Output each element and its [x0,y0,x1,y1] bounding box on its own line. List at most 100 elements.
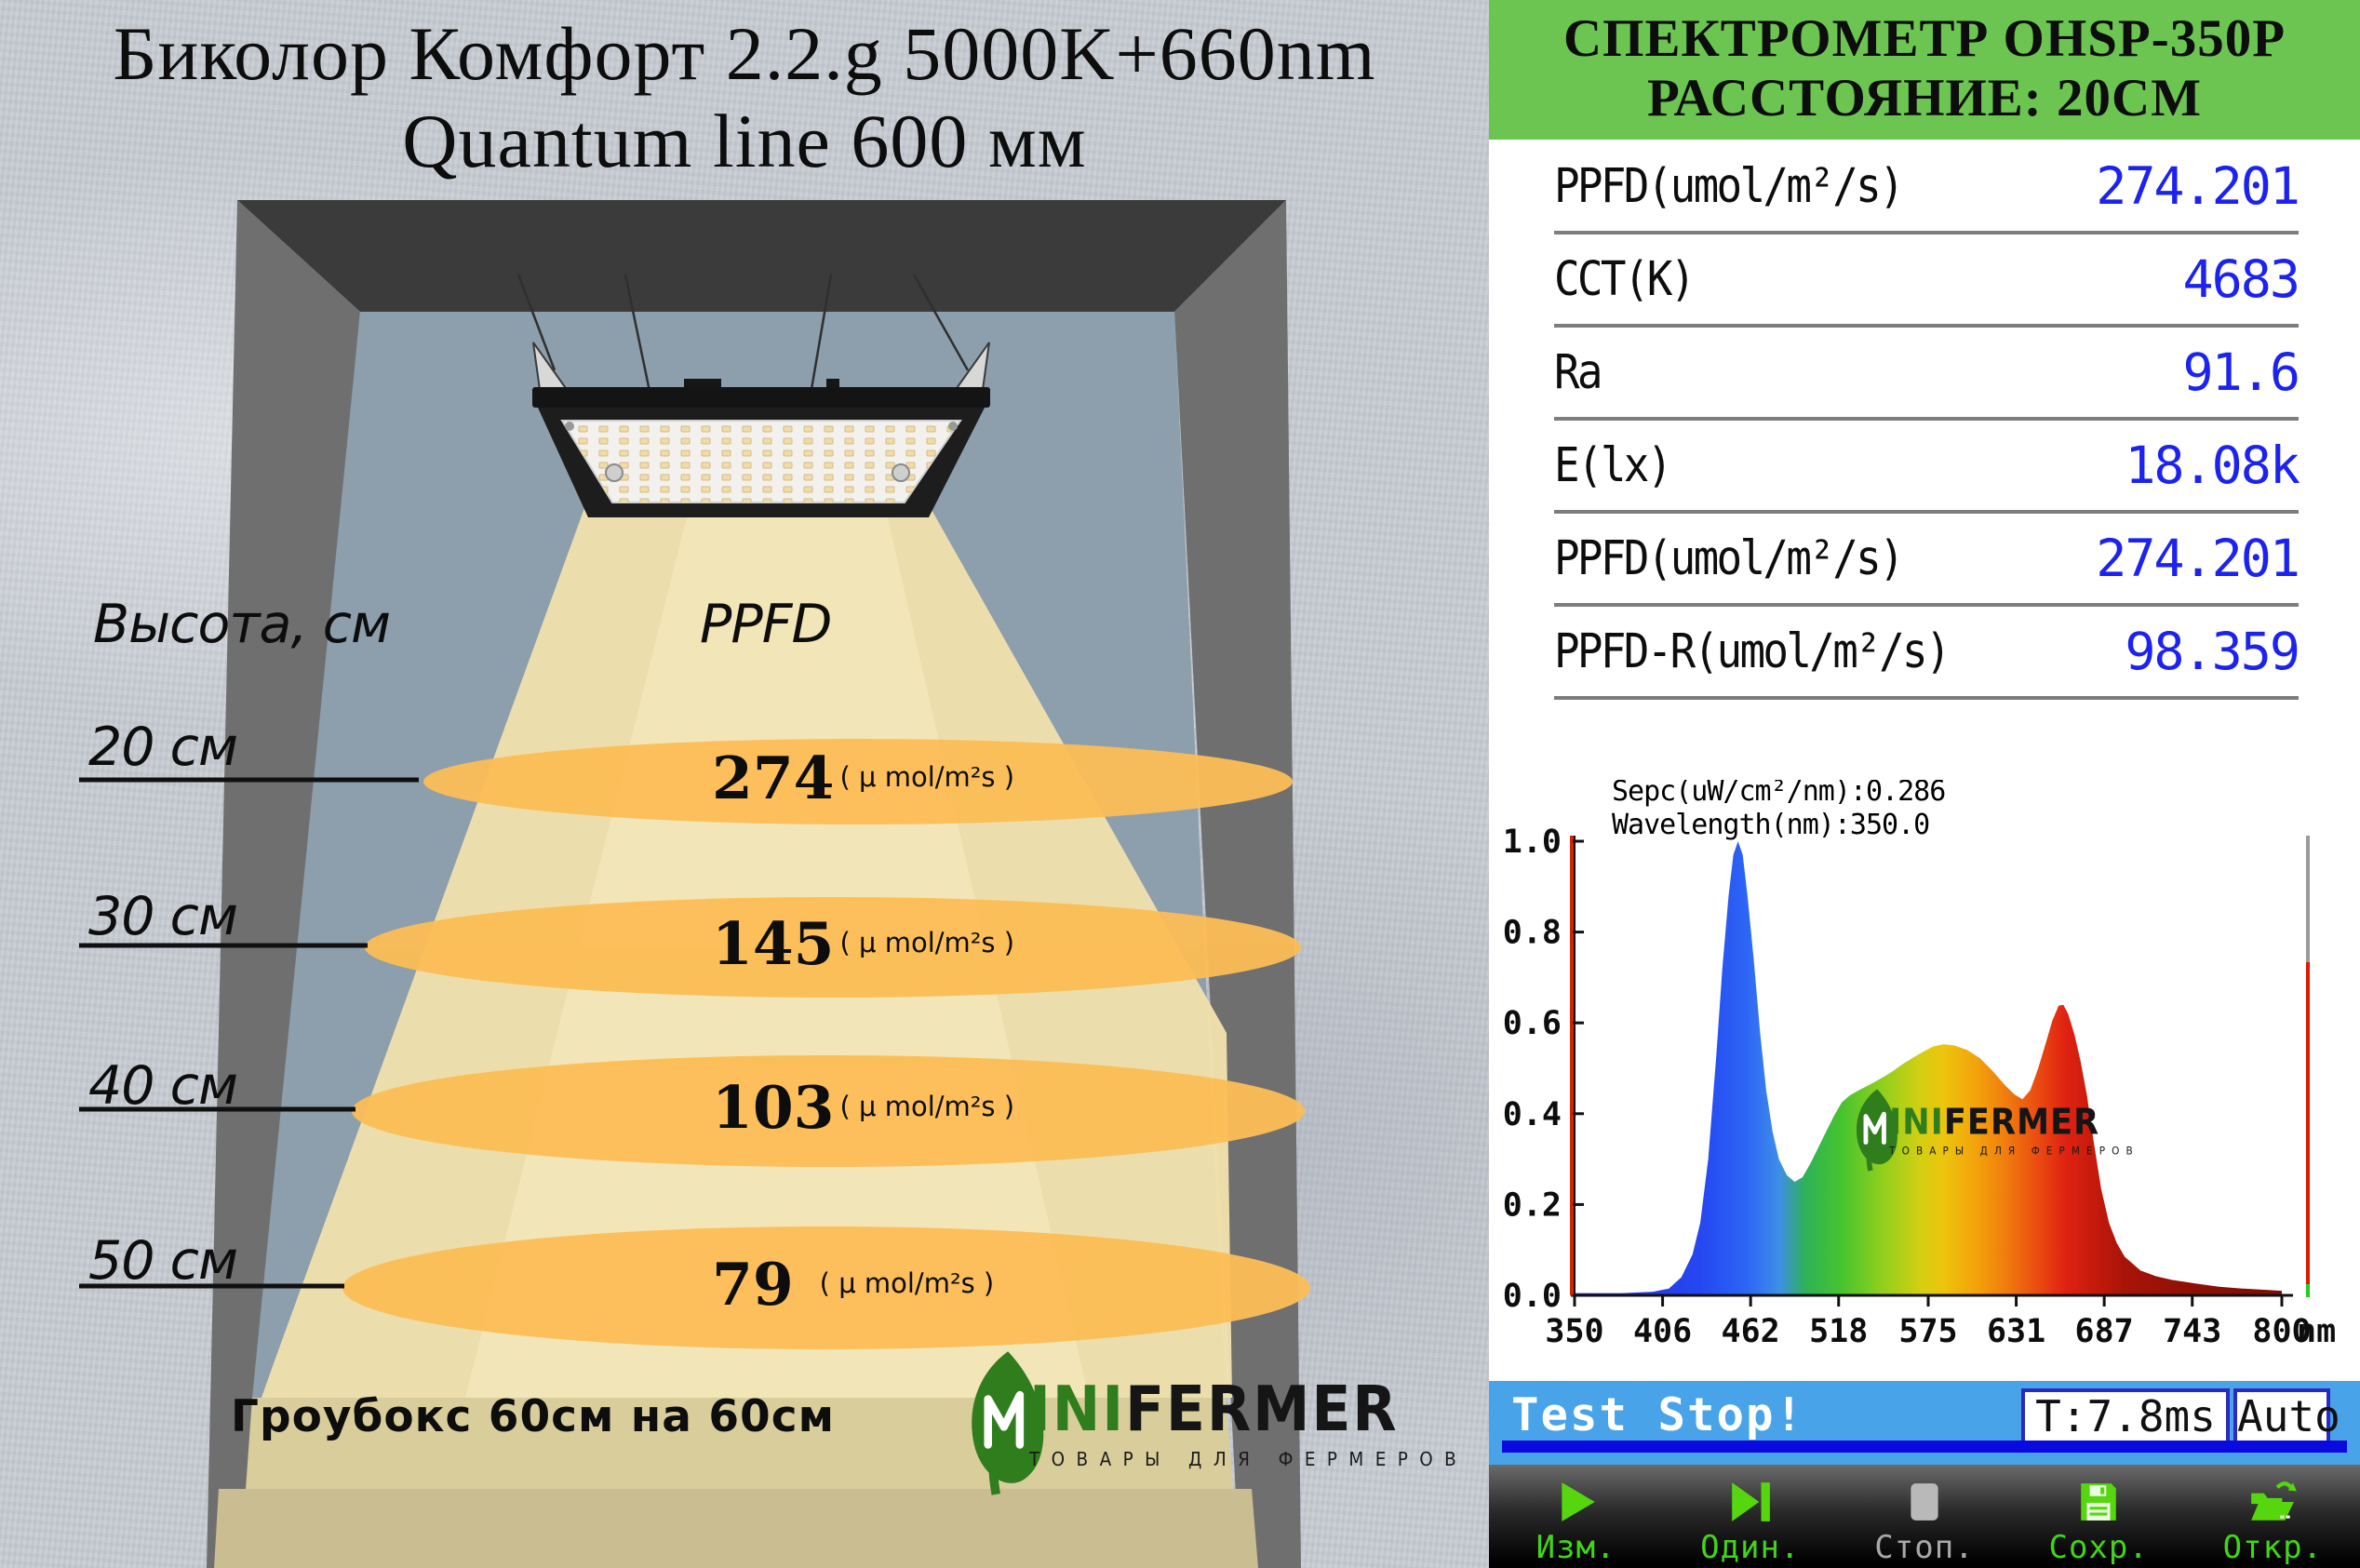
board-screw [892,463,910,482]
tool-label: Откр. [2222,1529,2324,1566]
reading-value: 274.201 [2096,529,2300,588]
ppfd-value-30cm: 145 [712,909,835,978]
status-text: Test Stop! [1511,1388,1805,1441]
ppfd-value-row: 103 ( μ mol/m²s ) [712,1073,1015,1142]
stop-button[interactable]: Стоп. [1838,1479,2011,1568]
ppfd-ellipses [342,739,1310,1349]
ppfd-unit-30cm: ( μ mol/m²s ) [839,927,1015,958]
hanging-wires [516,274,970,401]
ppfd-unit-40cm: ( μ mol/m²s ) [839,1091,1015,1122]
save-button[interactable]: Сохр. [2012,1479,2185,1568]
svg-text:462: 462 [1722,1313,1780,1350]
svg-text:1.0: 1.0 [1503,824,1562,861]
svg-text:0.6: 0.6 [1503,1005,1562,1042]
svg-text:743: 743 [2163,1313,2221,1350]
logo-fermer: FERMER [1943,1101,2100,1143]
reading-label: PPFD(umol/m²/s) [1554,158,1905,214]
svg-text:518: 518 [1809,1313,1868,1350]
spectrum-chart: Sepc(uW/cm²/nm):0.286 Wavelength(nm):350… [1503,780,2336,1350]
height-column-header: Высота, см [93,594,391,655]
reading-value: 18.08k [2125,436,2300,495]
reading-label: PPFD(umol/m²/s) [1554,530,1905,586]
tool-label: Один. [1700,1529,1801,1566]
integration-time-field[interactable]: T:7.8ms [2021,1388,2230,1446]
wavelength-annotation: Wavelength(nm):350.0 [1612,809,1929,841]
box-ceiling [237,200,1286,312]
readings-table: PPFD(umol/m²/s) 274.201 CCT(K) 4683 Ra 9… [1554,141,2300,700]
minifermer-logo: INIFERMER ТОВАРЫ ДЛЯ ФЕРМЕРОВ [960,1347,1506,1496]
ppfd-value-row: 274 ( μ mol/m²s ) [712,744,1014,812]
growbox-illustration [79,200,1310,1568]
play-icon [1561,1482,1595,1521]
spectrometer-header: СПЕКТРОМЕТР OHSP-350P РАССТОЯНИЕ: 20СМ [1489,0,2360,140]
spectrometer-panel: СПЕКТРОМЕТР OHSP-350P РАССТОЯНИЕ: 20СМ P… [1489,0,2360,1568]
svg-text:406: 406 [1633,1313,1692,1350]
ppfd-ellipse-50cm [342,1226,1310,1349]
svg-text:687: 687 [2075,1313,2134,1350]
svg-text:575: 575 [1898,1313,1957,1350]
open-icon [2251,1481,2298,1521]
auto-mode-button[interactable]: Auto [2233,1388,2340,1446]
table-row: E(lx) 18.08k [1554,421,2300,514]
ppfd-unit-50cm: ( μ mol/m²s ) [819,1267,995,1299]
progress-bar [1502,1441,2347,1453]
save-icon [2081,1483,2116,1521]
box-right-wall [1174,200,1301,1568]
table-row: CCT(K) 4683 [1554,235,2300,328]
svg-text:800: 800 [2252,1313,2311,1350]
reading-value: 4683 [2182,249,2300,309]
svg-text:0.4: 0.4 [1503,1096,1562,1133]
logo-ini: INI [1029,1373,1125,1445]
logo-text: INIFERMER ТОВАРЫ ДЛЯ ФЕРМЕРОВ [1029,1378,1506,1471]
svg-text:631: 631 [1987,1313,2045,1350]
ppfd-value-row: 145 ( μ mol/m²s ) [712,909,1015,978]
height-label-20cm: 20 см [88,717,238,778]
spectrum-area [1575,841,2282,1295]
reading-value: 91.6 [2182,342,2300,402]
stop-icon [1911,1483,1938,1521]
reading-label: Ra [1554,344,1603,400]
table-row: Ra 91.6 [1554,328,2300,421]
reading-label: PPFD-R(umol/m²/s) [1554,623,1951,679]
logo-tagline: ТОВАРЫ ДЛЯ ФЕРМЕРОВ [1889,1144,2139,1158]
board-screw [605,463,624,482]
logo-fermer: FERMER [1124,1373,1399,1445]
status-bar: Test Stop! T:7.8ms Auto [1489,1381,2360,1465]
logo-tagline: ТОВАРЫ ДЛЯ ФЕРМЕРОВ [1029,1448,1468,1470]
reading-label: E(lx) [1554,437,1672,493]
table-row: PPFD(umol/m²/s) 274.201 [1554,514,2300,607]
tool-label: Стоп. [1874,1529,1975,1566]
svg-text:nm: nm [2297,1313,2336,1350]
sepc-annotation: Sepc(uW/cm²/nm):0.286 [1612,780,1945,808]
svg-text:0.2: 0.2 [1503,1186,1562,1224]
svg-text:0.0: 0.0 [1503,1278,1562,1315]
single-measure-button[interactable]: Один. [1664,1479,1837,1568]
reading-label: CCT(K) [1554,251,1696,307]
tool-label: Изм. [1535,1529,1616,1566]
reading-value: 274.201 [2096,156,2300,216]
ppfd-value-50cm: 79 [712,1250,794,1319]
growbox-panel: Биколор Комфорт 2.2.g 5000K+660nm Quantu… [0,0,1489,1568]
ppfd-value-20cm: 274 [712,744,835,812]
open-button[interactable]: Откр. [2186,1479,2359,1568]
ppfd-column-header: PPFD [700,594,832,655]
box-left-wall [207,200,360,1568]
spectrometer-model: СПЕКТРОМЕТР OHSP-350P [1562,9,2286,68]
growbox-caption: Гроубокс 60см на 60см [231,1391,836,1442]
svg-text:350: 350 [1545,1313,1603,1350]
height-label-50cm: 50 см [88,1230,238,1292]
ppfd-value-40cm: 103 [712,1073,835,1142]
minifermer-watermark: INIFERMER ТОВАРЫ ДЛЯ ФЕРМЕРОВ [1850,1087,2161,1172]
tool-label: Сохр. [2048,1529,2149,1566]
leaf-icon [1856,1089,1897,1172]
table-row: PPFD(umol/m²/s) 274.201 [1554,141,2300,235]
height-label-40cm: 40 см [88,1055,238,1117]
ppfd-ellipse-40cm [352,1055,1305,1167]
ppfd-ellipse-30cm [365,897,1301,998]
ppfd-value-row: 79 ( μ mol/m²s ) [712,1250,995,1319]
measure-button[interactable]: Изм. [1490,1479,1663,1568]
reading-value: 98.359 [2125,622,2300,681]
product-title-line1: Биколор Комфорт 2.2.g 5000K+660nm [113,11,1376,96]
